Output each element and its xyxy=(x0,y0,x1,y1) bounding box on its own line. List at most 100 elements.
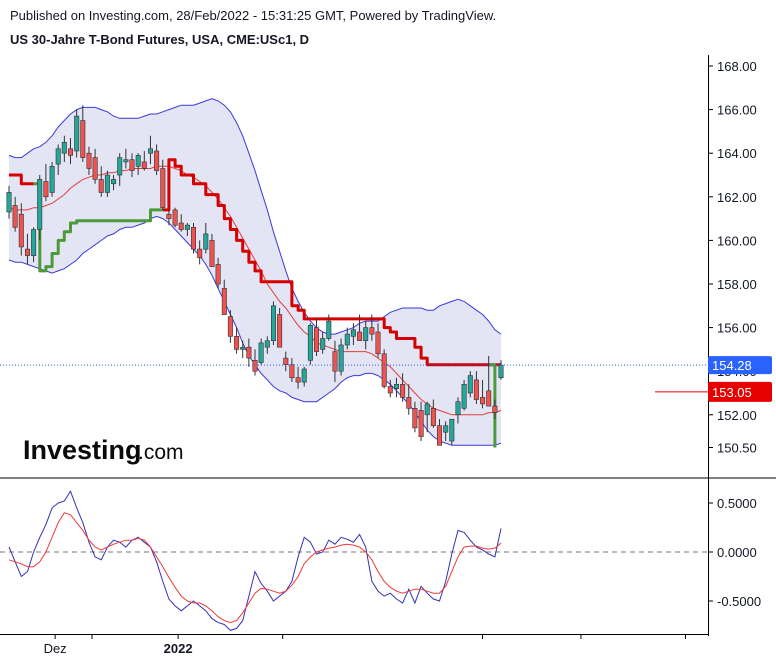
candle xyxy=(166,209,172,226)
candle-body xyxy=(24,248,30,256)
candle xyxy=(455,397,461,424)
candle xyxy=(246,338,252,367)
candle-body xyxy=(135,155,141,167)
candle-body xyxy=(498,364,504,379)
candle-body xyxy=(141,161,147,169)
candle xyxy=(80,105,86,162)
candle xyxy=(191,222,197,254)
candle-body xyxy=(436,425,442,446)
candle xyxy=(129,153,135,178)
candle-body xyxy=(473,379,479,400)
candle-body xyxy=(295,377,301,383)
candle-body xyxy=(37,179,43,230)
candle-body xyxy=(129,159,135,171)
chart-title: US 30-Jahre T-Bond Futures, USA, CME:USc… xyxy=(10,32,310,47)
candle-body xyxy=(424,403,430,416)
candle xyxy=(473,371,479,404)
candle xyxy=(357,314,363,341)
candle-body xyxy=(338,344,344,372)
candle xyxy=(277,307,283,348)
candle xyxy=(135,153,141,175)
candle xyxy=(301,366,307,387)
price-tick-label: 162.00 xyxy=(717,190,757,205)
candle-body xyxy=(277,314,283,348)
candle-body xyxy=(49,166,55,193)
candle-body xyxy=(80,120,86,158)
candle-body xyxy=(43,181,49,198)
candle xyxy=(393,377,399,398)
candle xyxy=(178,214,184,232)
candle-body xyxy=(320,338,326,350)
candle-body xyxy=(430,407,436,426)
candle-body xyxy=(123,159,129,163)
candle xyxy=(234,327,240,354)
ma-line xyxy=(8,165,502,416)
candle-body xyxy=(283,357,289,365)
candle xyxy=(449,418,455,446)
supertrend xyxy=(9,158,501,448)
candle xyxy=(98,166,104,197)
candle-body xyxy=(449,418,455,442)
price-tick-label: 152.00 xyxy=(717,408,757,423)
candle xyxy=(387,379,393,398)
supertrend-down-line xyxy=(162,158,501,367)
time-tick-label: 2022 xyxy=(164,641,193,656)
candle xyxy=(467,371,473,398)
candle-body xyxy=(166,213,172,219)
candle-body xyxy=(148,148,154,154)
supertrend-down-line xyxy=(9,173,34,186)
candle-body xyxy=(12,205,18,228)
price-tick-label: 164.00 xyxy=(717,146,757,161)
candle xyxy=(240,340,246,359)
candle-body xyxy=(61,142,67,154)
candle xyxy=(369,314,375,341)
candle xyxy=(104,170,110,197)
candle-body xyxy=(209,240,215,267)
candle xyxy=(375,323,381,359)
candle-body xyxy=(154,150,160,171)
candle-body xyxy=(357,331,363,341)
candle-body xyxy=(400,383,406,398)
candle xyxy=(221,279,227,315)
moving-average xyxy=(8,165,502,416)
candle xyxy=(160,159,166,210)
candle-body xyxy=(406,397,412,409)
supertrend-up-line xyxy=(33,182,163,273)
axes-frame xyxy=(0,55,776,636)
candle xyxy=(350,323,356,346)
supertrend-up-line xyxy=(488,363,497,448)
price-tick-label: 150.50 xyxy=(717,441,757,456)
candle xyxy=(320,331,326,354)
osc-tick-label: 0.0000 xyxy=(717,545,757,560)
candle-body xyxy=(203,233,209,250)
osc-line-fast xyxy=(8,490,502,631)
last-price-line xyxy=(0,364,708,393)
candle xyxy=(270,301,276,346)
candle xyxy=(6,185,12,219)
candle xyxy=(227,310,233,343)
candle-body xyxy=(31,229,37,257)
candle-body xyxy=(252,359,258,372)
candle-body xyxy=(74,115,80,152)
candle xyxy=(172,207,178,228)
candle xyxy=(295,366,301,389)
candle-body xyxy=(307,325,313,361)
price-axis: 168.00 166.00 164.00 162.00 160.00 158.00 156.… xyxy=(708,59,757,456)
candle-body xyxy=(111,179,117,185)
candle-body xyxy=(197,248,203,259)
candle-body xyxy=(86,152,92,169)
candle-body xyxy=(467,375,473,394)
candle-body xyxy=(289,364,295,379)
candle-body xyxy=(55,148,61,165)
candle-body xyxy=(313,327,319,352)
candle xyxy=(111,175,117,191)
candle xyxy=(412,401,418,433)
candle-body xyxy=(104,174,110,193)
candle xyxy=(443,421,449,441)
candle xyxy=(486,355,492,407)
logo-suffix-text: .com xyxy=(138,441,184,464)
candle xyxy=(326,314,332,341)
price-pane xyxy=(0,98,708,448)
candle-body xyxy=(301,368,307,383)
